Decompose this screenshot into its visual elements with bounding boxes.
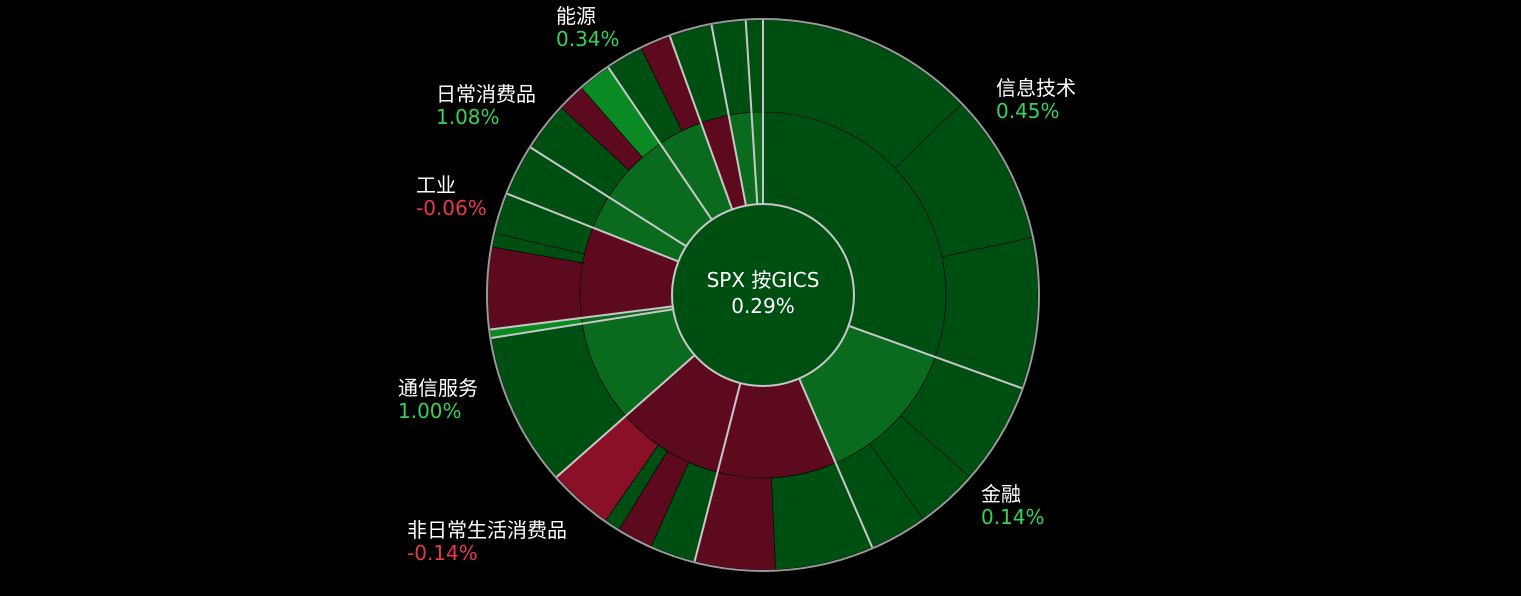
sector-separator-6 xyxy=(490,305,673,331)
sector-separator-2 xyxy=(798,378,874,548)
sector-label-name: 信息技术 xyxy=(996,76,1076,100)
sector-label-change: 0.34% xyxy=(556,27,620,51)
sector-label-change: 1.00% xyxy=(398,399,462,423)
sector-label-name: 能源 xyxy=(556,4,596,28)
sector-label-name: 日常消费品 xyxy=(436,82,536,106)
chart-separators xyxy=(490,20,1023,562)
sector-separator-5 xyxy=(491,308,674,340)
sector-label-change: 0.45% xyxy=(996,99,1060,123)
center-title: SPX 按GICS xyxy=(707,268,820,292)
sector-separator-12 xyxy=(744,20,759,205)
sector-label-name: 金融 xyxy=(981,482,1021,506)
sector-separator-1 xyxy=(848,324,1023,390)
sector-label-change: -0.06% xyxy=(416,196,487,220)
sector-label-name: 工业 xyxy=(416,173,456,197)
sector-label-name: 非日常生活消费品 xyxy=(407,518,567,542)
center-circle[interactable] xyxy=(671,203,855,387)
sector-separator-4 xyxy=(556,354,696,478)
chart-segments xyxy=(487,19,1039,571)
sector-label-name: 通信服务 xyxy=(398,376,478,400)
sector-separator-11 xyxy=(710,24,747,206)
sector-label-change: 0.14% xyxy=(981,505,1045,529)
sector-separator-8 xyxy=(530,146,687,248)
sector-separator-3 xyxy=(693,382,742,562)
sector-separator-9 xyxy=(607,66,713,221)
sector-label-change: -0.14% xyxy=(407,541,478,565)
center-value: 0.29% xyxy=(731,294,795,318)
sector-separator-7 xyxy=(506,192,679,263)
sector-separator-10 xyxy=(668,35,734,210)
outer-ring xyxy=(486,18,1040,572)
sector-label-change: 1.08% xyxy=(436,105,500,129)
